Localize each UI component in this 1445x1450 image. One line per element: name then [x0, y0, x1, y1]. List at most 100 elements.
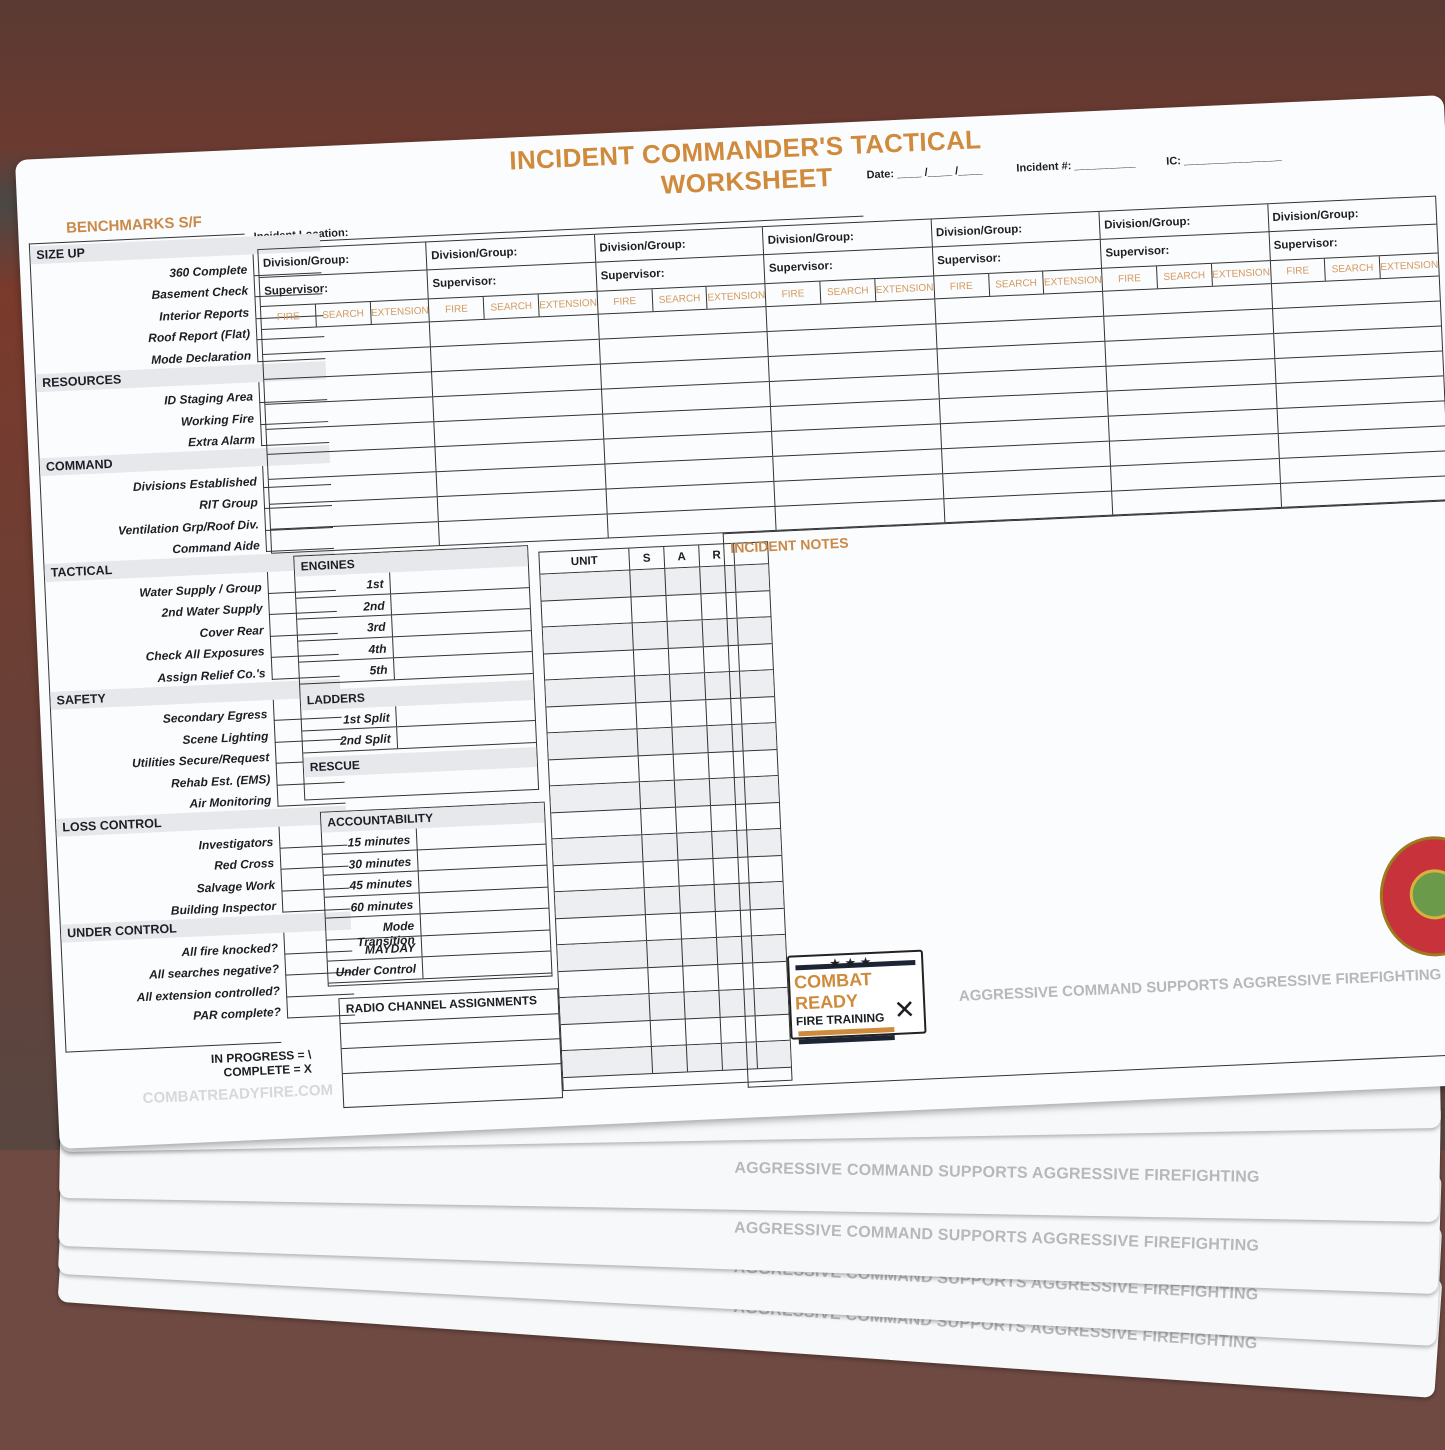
unit-cell[interactable]: [547, 729, 639, 759]
division-column: Division/Group: Supervisor: FIRE SEARCH EXTE…: [426, 234, 609, 546]
unit-cell[interactable]: [648, 966, 685, 994]
unit-cell[interactable]: [685, 1017, 722, 1045]
unit-cell[interactable]: [668, 646, 705, 674]
task-header: EXTENSION: [538, 297, 598, 312]
ladders-label: 1st Split: [301, 705, 398, 731]
task-header: FIRE: [429, 296, 485, 322]
task-header: EXTENSION: [1380, 259, 1439, 274]
unit-cell[interactable]: [641, 807, 678, 835]
unit-cell[interactable]: [545, 676, 637, 706]
unit-cell[interactable]: [555, 914, 648, 945]
unit-cell[interactable]: [631, 595, 668, 623]
unit-cell[interactable]: [543, 649, 636, 680]
unit-cell[interactable]: [680, 911, 717, 939]
unit-cell[interactable]: [633, 648, 670, 676]
task-header: EXTENSION: [1043, 274, 1102, 289]
ic-field[interactable]: IC: ________________: [1165, 150, 1283, 168]
division-column: Division/Group: Supervisor: FIRE SEARCH EXTE…: [931, 211, 1114, 523]
unit-cell[interactable]: [561, 1047, 654, 1077]
division-column: Division/Group: Supervisor: FIRE SEARCH EXTE…: [763, 219, 946, 530]
task-header: FIRE: [1270, 258, 1327, 284]
unit-cell[interactable]: [671, 699, 708, 727]
division-column: Division/Group: Supervisor: FIRE SEARCH EXTE…: [258, 242, 441, 553]
accountability-label: Under Control: [327, 957, 424, 983]
unit-cell[interactable]: [649, 992, 686, 1020]
accountability-label: 60 minutes: [324, 892, 421, 918]
unit-header: UNIT: [539, 548, 631, 574]
unit-cell[interactable]: [667, 620, 704, 648]
unit-cell[interactable]: [665, 567, 702, 595]
unit-cell[interactable]: [673, 752, 710, 780]
unit-cell[interactable]: [672, 726, 709, 754]
unit-cell[interactable]: [637, 727, 674, 755]
unit-cell[interactable]: [678, 858, 715, 886]
task-header: SEARCH: [315, 302, 372, 327]
unit-cell[interactable]: [542, 623, 634, 654]
unit-cell[interactable]: [650, 1018, 687, 1047]
unit-cell[interactable]: [554, 888, 646, 918]
task-header: FIRE: [1102, 266, 1158, 291]
unit-cell[interactable]: [636, 701, 673, 729]
division-column: Division/Group: Supervisor: FIRE SEARCH EXTE…: [1099, 204, 1282, 515]
unit-cell[interactable]: [549, 782, 642, 812]
task-header: SEARCH: [820, 279, 877, 304]
engines-label: 4th: [298, 636, 394, 662]
accountability-label: 30 minutes: [322, 849, 419, 875]
unit-cell[interactable]: [645, 913, 683, 941]
unit-cell[interactable]: [639, 780, 676, 808]
benchmarks-title: BENCHMARKS S/F: [65, 213, 203, 237]
unit-cell[interactable]: [635, 674, 672, 702]
accountability-label: 15 minutes: [321, 828, 418, 854]
unit-cell[interactable]: [552, 835, 644, 865]
unit-cell[interactable]: [548, 755, 640, 786]
task-header: FIRE: [933, 273, 990, 299]
accountability-label: Mode Transition: [325, 914, 422, 949]
unit-cell[interactable]: [676, 805, 713, 833]
benchmark-label: PAR complete?: [192, 1004, 282, 1023]
unit-cell[interactable]: [558, 967, 650, 998]
status-legend: IN PROGRESS = \ COMPLETE = X: [210, 1047, 313, 1080]
task-header: SEARCH: [1325, 256, 1381, 281]
unit-cell[interactable]: [559, 994, 651, 1024]
unit-cell[interactable]: [643, 860, 680, 888]
division-column: Division/Group: Supervisor: FIRE SEARCH EXTE…: [1267, 196, 1445, 507]
unit-cell[interactable]: [684, 990, 721, 1018]
engines-ladders-panel: ENGINES 1st 2nd 3rd 4th 5th LADDERS 1st Spli…: [293, 545, 540, 801]
unit-cell[interactable]: [686, 1043, 723, 1071]
combat-ready-logo: ★ ★ ★ COMBAT READY FIRE TRAINING ✕: [786, 949, 927, 1045]
unit-cell[interactable]: [683, 964, 720, 992]
unit-cell[interactable]: [647, 939, 684, 967]
engines-label: 2nd: [296, 593, 392, 619]
unit-cell[interactable]: [632, 621, 669, 649]
unit-cell[interactable]: [540, 570, 632, 601]
unit-cell[interactable]: [651, 1045, 689, 1073]
unit-cell[interactable]: [557, 941, 649, 971]
unit-cell[interactable]: [630, 568, 667, 596]
tactical-worksheet: INCIDENT COMMANDER'S TACTICAL WORKSHEET …: [15, 95, 1445, 1149]
unit-cell[interactable]: [541, 596, 633, 627]
unit-cell[interactable]: [546, 702, 638, 733]
task-header: SEARCH: [483, 294, 540, 319]
unit-cell[interactable]: [638, 754, 675, 782]
unit-cell[interactable]: [560, 1020, 652, 1051]
unit-cell[interactable]: [644, 886, 681, 914]
engines-label: 5th: [299, 658, 395, 684]
unit-header: A: [664, 545, 701, 568]
division-column: Division/Group: Supervisor: FIRE SEARCH EXTE…: [594, 227, 777, 538]
unit-cell[interactable]: [670, 673, 707, 701]
unit-cell[interactable]: [642, 833, 679, 861]
task-header: SEARCH: [988, 271, 1045, 296]
website: COMBATREADYFIRE.COM: [142, 1081, 334, 1108]
unit-cell[interactable]: [682, 937, 719, 966]
task-header: FIRE: [260, 304, 317, 329]
unit-cell[interactable]: [677, 832, 714, 860]
ladders-label: 2nd Split: [302, 727, 399, 753]
unit-cell[interactable]: [553, 861, 645, 892]
division-grid: Division/Group: Supervisor: FIRE SEARCH EXTE…: [257, 195, 1445, 554]
engines-label: 3rd: [297, 615, 393, 641]
unit-cell[interactable]: [674, 779, 711, 807]
benchmarks-panel: SIZE UP 360 Complete Basement Check Interio…: [28, 233, 356, 1053]
unit-cell[interactable]: [551, 808, 643, 839]
unit-cell[interactable]: [666, 593, 703, 621]
unit-cell[interactable]: [679, 885, 716, 913]
